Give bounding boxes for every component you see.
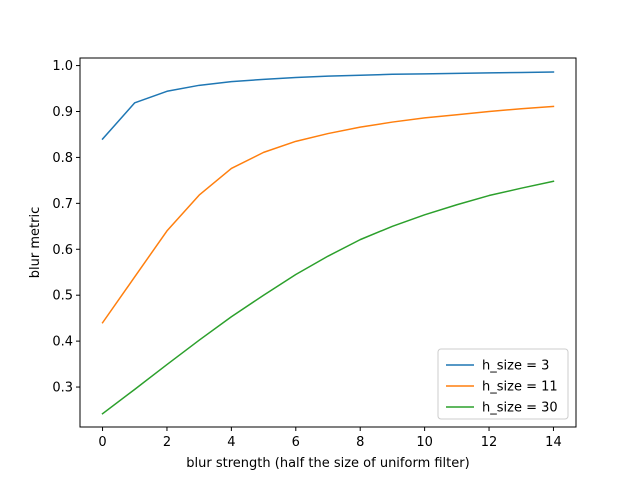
series-line-2 xyxy=(101,105,555,324)
legend: h_size = 3 h_size = 11 h_size = 30 xyxy=(437,348,569,420)
x-axis-label: blur strength (half the size of uniform … xyxy=(186,456,469,471)
x-tick-label: 4 xyxy=(227,435,235,450)
legend-label-3: h_size = 30 xyxy=(482,401,558,416)
x-tick-label: 0 xyxy=(98,435,106,450)
y-tick-label: 1.0 xyxy=(52,59,73,74)
x-tick-label: 6 xyxy=(292,435,300,450)
y-tick-label: 0.6 xyxy=(52,243,73,258)
x-tick-label: 8 xyxy=(356,435,364,450)
y-axis: 0.3 0.4 0.5 0.6 0.7 0.8 0.9 1.0 xyxy=(52,59,80,396)
x-tick-label: 12 xyxy=(481,435,498,450)
y-tick-label: 0.5 xyxy=(52,289,73,304)
series-line-1 xyxy=(101,71,555,141)
y-tick-label: 0.9 xyxy=(52,105,73,120)
y-tick-label: 0.8 xyxy=(52,151,73,166)
x-tick-label: 14 xyxy=(545,435,562,450)
series-line-3 xyxy=(101,180,555,415)
legend-box xyxy=(437,348,569,420)
x-tick-label: 10 xyxy=(416,435,433,450)
legend-label-2: h_size = 11 xyxy=(482,380,558,395)
y-axis-label: blur metric xyxy=(28,207,43,278)
series-layer xyxy=(101,71,555,415)
plot-frame xyxy=(79,57,577,428)
x-axis: 0 2 4 6 8 10 12 14 xyxy=(98,427,562,450)
x-tick-label: 2 xyxy=(163,435,171,450)
y-tick-label: 0.7 xyxy=(52,197,73,212)
y-tick-label: 0.3 xyxy=(52,381,73,396)
y-tick-label: 0.4 xyxy=(52,335,73,350)
legend-label-1: h_size = 3 xyxy=(482,359,549,374)
